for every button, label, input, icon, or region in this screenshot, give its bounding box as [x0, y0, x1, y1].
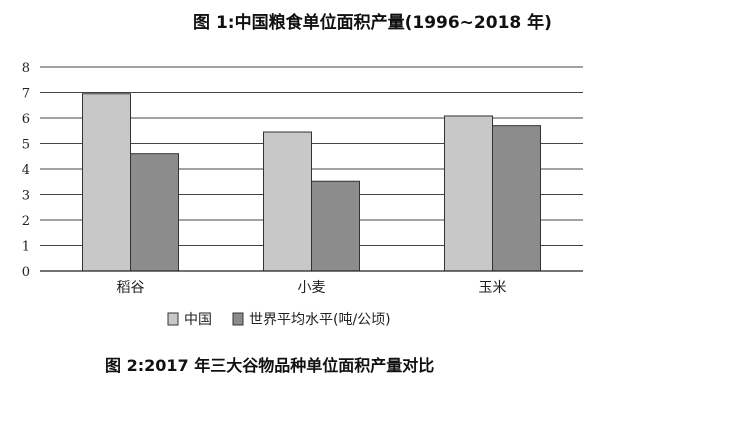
bar-world-average-2 [492, 125, 541, 272]
legend-label: 中国 [184, 312, 212, 328]
figure-1-title: 图 1:中国粮食单位面积产量(1996~2018 年) [193, 13, 552, 33]
bars [82, 93, 541, 272]
y-tick-label: 7 [22, 87, 30, 102]
y-tick-label: 3 [22, 189, 30, 204]
bar-china-2 [444, 115, 493, 272]
y-axis-tick-labels: 0 1 2 3 4 5 6 7 8 [22, 61, 30, 280]
legend-swatch-china [167, 312, 179, 326]
category-label: 小麦 [298, 280, 326, 296]
y-tick-label: 2 [22, 214, 30, 229]
category-label: 玉米 [479, 280, 507, 296]
bar-china-0 [82, 93, 131, 272]
legend-label: 世界平均水平(吨/公顷) [249, 312, 391, 328]
y-tick-label: 0 [22, 265, 30, 280]
category-label: 稻谷 [117, 280, 145, 296]
figure-2-caption: 图 2:2017 年三大谷物品种单位面积产量对比 [105, 356, 435, 375]
category-labels: 稻谷 小麦 玉米 [117, 280, 507, 296]
bar-world-average-1 [311, 180, 360, 272]
legend-swatch-world-average [232, 312, 244, 326]
y-tick-label: 4 [22, 163, 30, 178]
bar-chart: 0 1 2 3 4 5 6 7 8 稻谷 小麦 玉米 中国 世界平均水平(吨/公顷) [22, 61, 583, 328]
bar-china-1 [263, 131, 312, 272]
legend: 中国 世界平均水平(吨/公顷) [167, 312, 391, 328]
y-tick-label: 1 [22, 240, 30, 255]
y-tick-label: 6 [22, 112, 30, 127]
y-tick-label: 5 [22, 138, 30, 153]
y-tick-label: 8 [22, 61, 30, 76]
bar-world-average-0 [130, 153, 179, 272]
